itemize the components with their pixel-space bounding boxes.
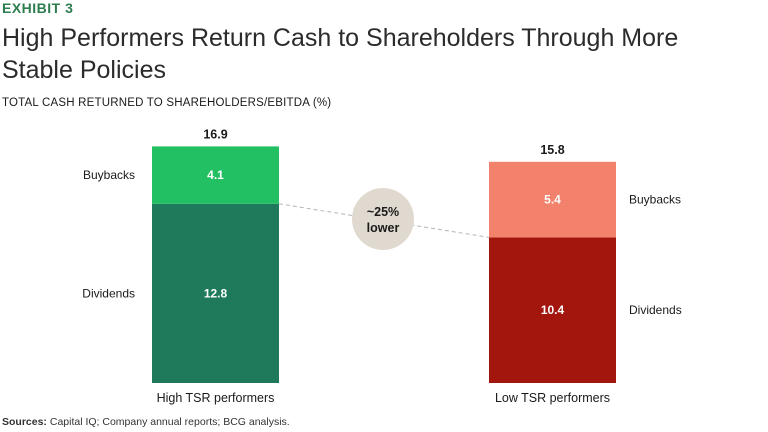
sources-note: Sources: Capital IQ; Company annual repo… bbox=[2, 416, 290, 428]
annotation-bubble bbox=[352, 188, 414, 250]
chart-subtitle: TOTAL CASH RETURNED TO SHAREHOLDERS/EBIT… bbox=[2, 97, 332, 109]
series-label-dividends-1: Dividends bbox=[82, 286, 135, 300]
series-label-buybacks-1: Buybacks bbox=[83, 168, 135, 182]
sources-label: Sources: bbox=[2, 416, 47, 428]
category-label-2: Low TSR performers bbox=[495, 391, 610, 405]
data-label-buybacks-2: 5.4 bbox=[544, 193, 561, 207]
bar-buybacks-1 bbox=[152, 146, 279, 204]
series-label-buybacks-2: Buybacks bbox=[629, 193, 681, 207]
bar-buybacks-2 bbox=[489, 161, 616, 238]
data-label-dividends-2: 10.4 bbox=[541, 303, 565, 317]
category-label-1: High TSR performers bbox=[157, 391, 275, 405]
total-label-2: 15.8 bbox=[540, 143, 564, 157]
exhibit-label: EXHIBIT 3 bbox=[2, 0, 74, 16]
bar-dividends-2 bbox=[489, 237, 616, 383]
chart-title: High Performers Return Cash to Sharehold… bbox=[2, 24, 679, 84]
bar-dividends-1 bbox=[152, 203, 279, 383]
annotation-line-1: ~25% bbox=[367, 205, 399, 219]
sources-text: Capital IQ; Company annual reports; BCG … bbox=[46, 416, 290, 428]
data-label-buybacks-1: 4.1 bbox=[207, 168, 224, 182]
data-label-dividends-1: 12.8 bbox=[204, 286, 228, 300]
annotation-line-2: lower bbox=[367, 221, 400, 235]
series-label-dividends-2: Dividends bbox=[629, 303, 682, 317]
total-label-1: 16.9 bbox=[203, 127, 227, 141]
